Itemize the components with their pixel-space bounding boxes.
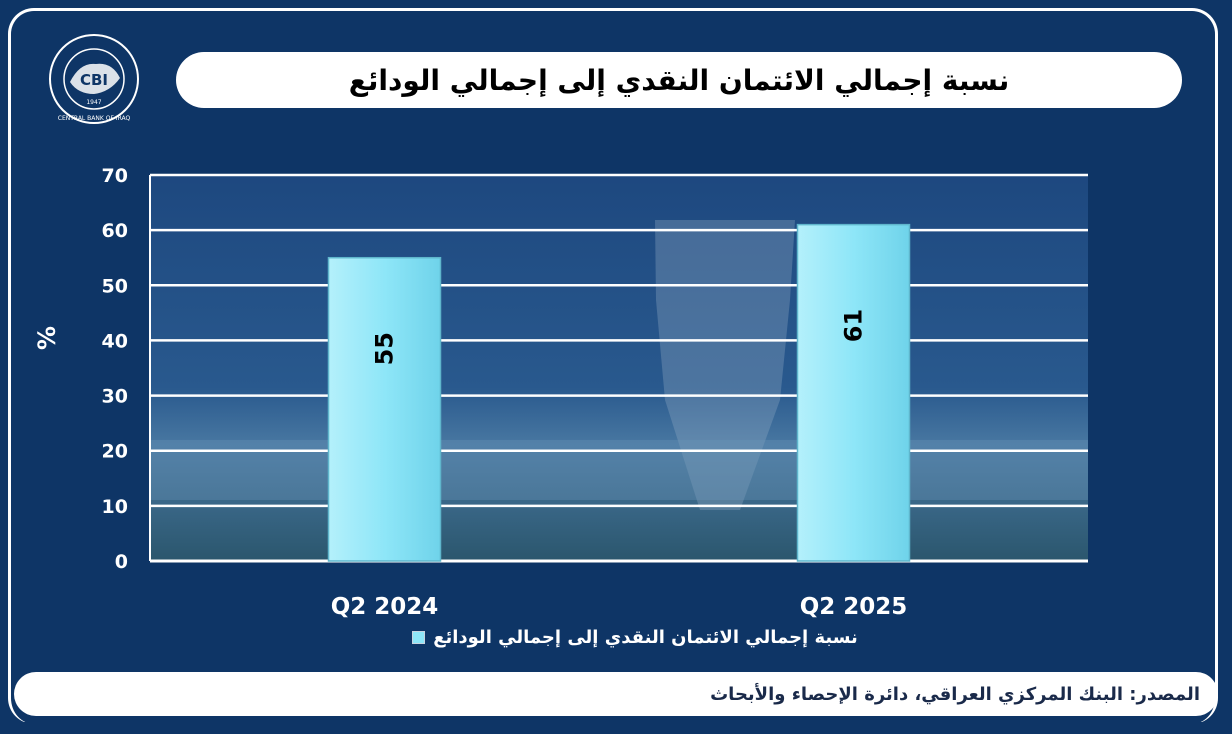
y-tick-label: 70 [102,165,128,187]
chart-title: نسبة إجمالي الائتمان النقدي إلى إجمالي ا… [348,63,1010,97]
y-tick-label: 30 [102,386,128,408]
y-axis-label: % [33,326,61,350]
plot-area [150,175,1088,561]
slide-border [8,8,1218,724]
y-tick-label: 40 [102,330,128,352]
x-tick-label: Q2 2025 [800,594,908,620]
footer-strip [0,722,1232,734]
title-bar: نسبة إجمالي الائتمان النقدي إلى إجمالي ا… [176,52,1182,108]
logo-year: 1947 [86,99,101,106]
logo-abbr: CBI [80,71,108,89]
bar-q2-2024 [327,256,442,562]
legend: نسبة إجمالي الائتمان النقدي إلى إجمالي ا… [400,622,870,652]
legend-swatch [412,630,426,644]
y-tick-label: 0 [115,551,128,573]
bar-data-label: 61 [840,309,868,342]
x-tick-label: Q2 2024 [331,594,439,620]
logo-ring-text: CENTRAL BANK OF IRAQ [58,115,131,122]
footer-bar: المصدر: البنك المركزي العراقي، دائرة الإ… [14,672,1218,716]
water-band [150,440,1088,500]
bar-data-label: 55 [371,332,399,365]
legend-label: نسبة إجمالي الائتمان النقدي إلى إجمالي ا… [433,626,858,648]
y-tick-label: 10 [102,496,128,518]
building-silhouette [655,220,795,510]
cbi-logo: CBI 1947 CENTRAL BANK OF IRAQ [49,34,139,124]
source-note: المصدر: البنك المركزي العراقي، دائرة الإ… [710,683,1200,705]
y-tick-label: 50 [102,275,128,297]
y-tick-label: 20 [102,441,128,463]
y-tick-label: 60 [102,220,128,242]
bar-q2-2025 [796,223,911,562]
